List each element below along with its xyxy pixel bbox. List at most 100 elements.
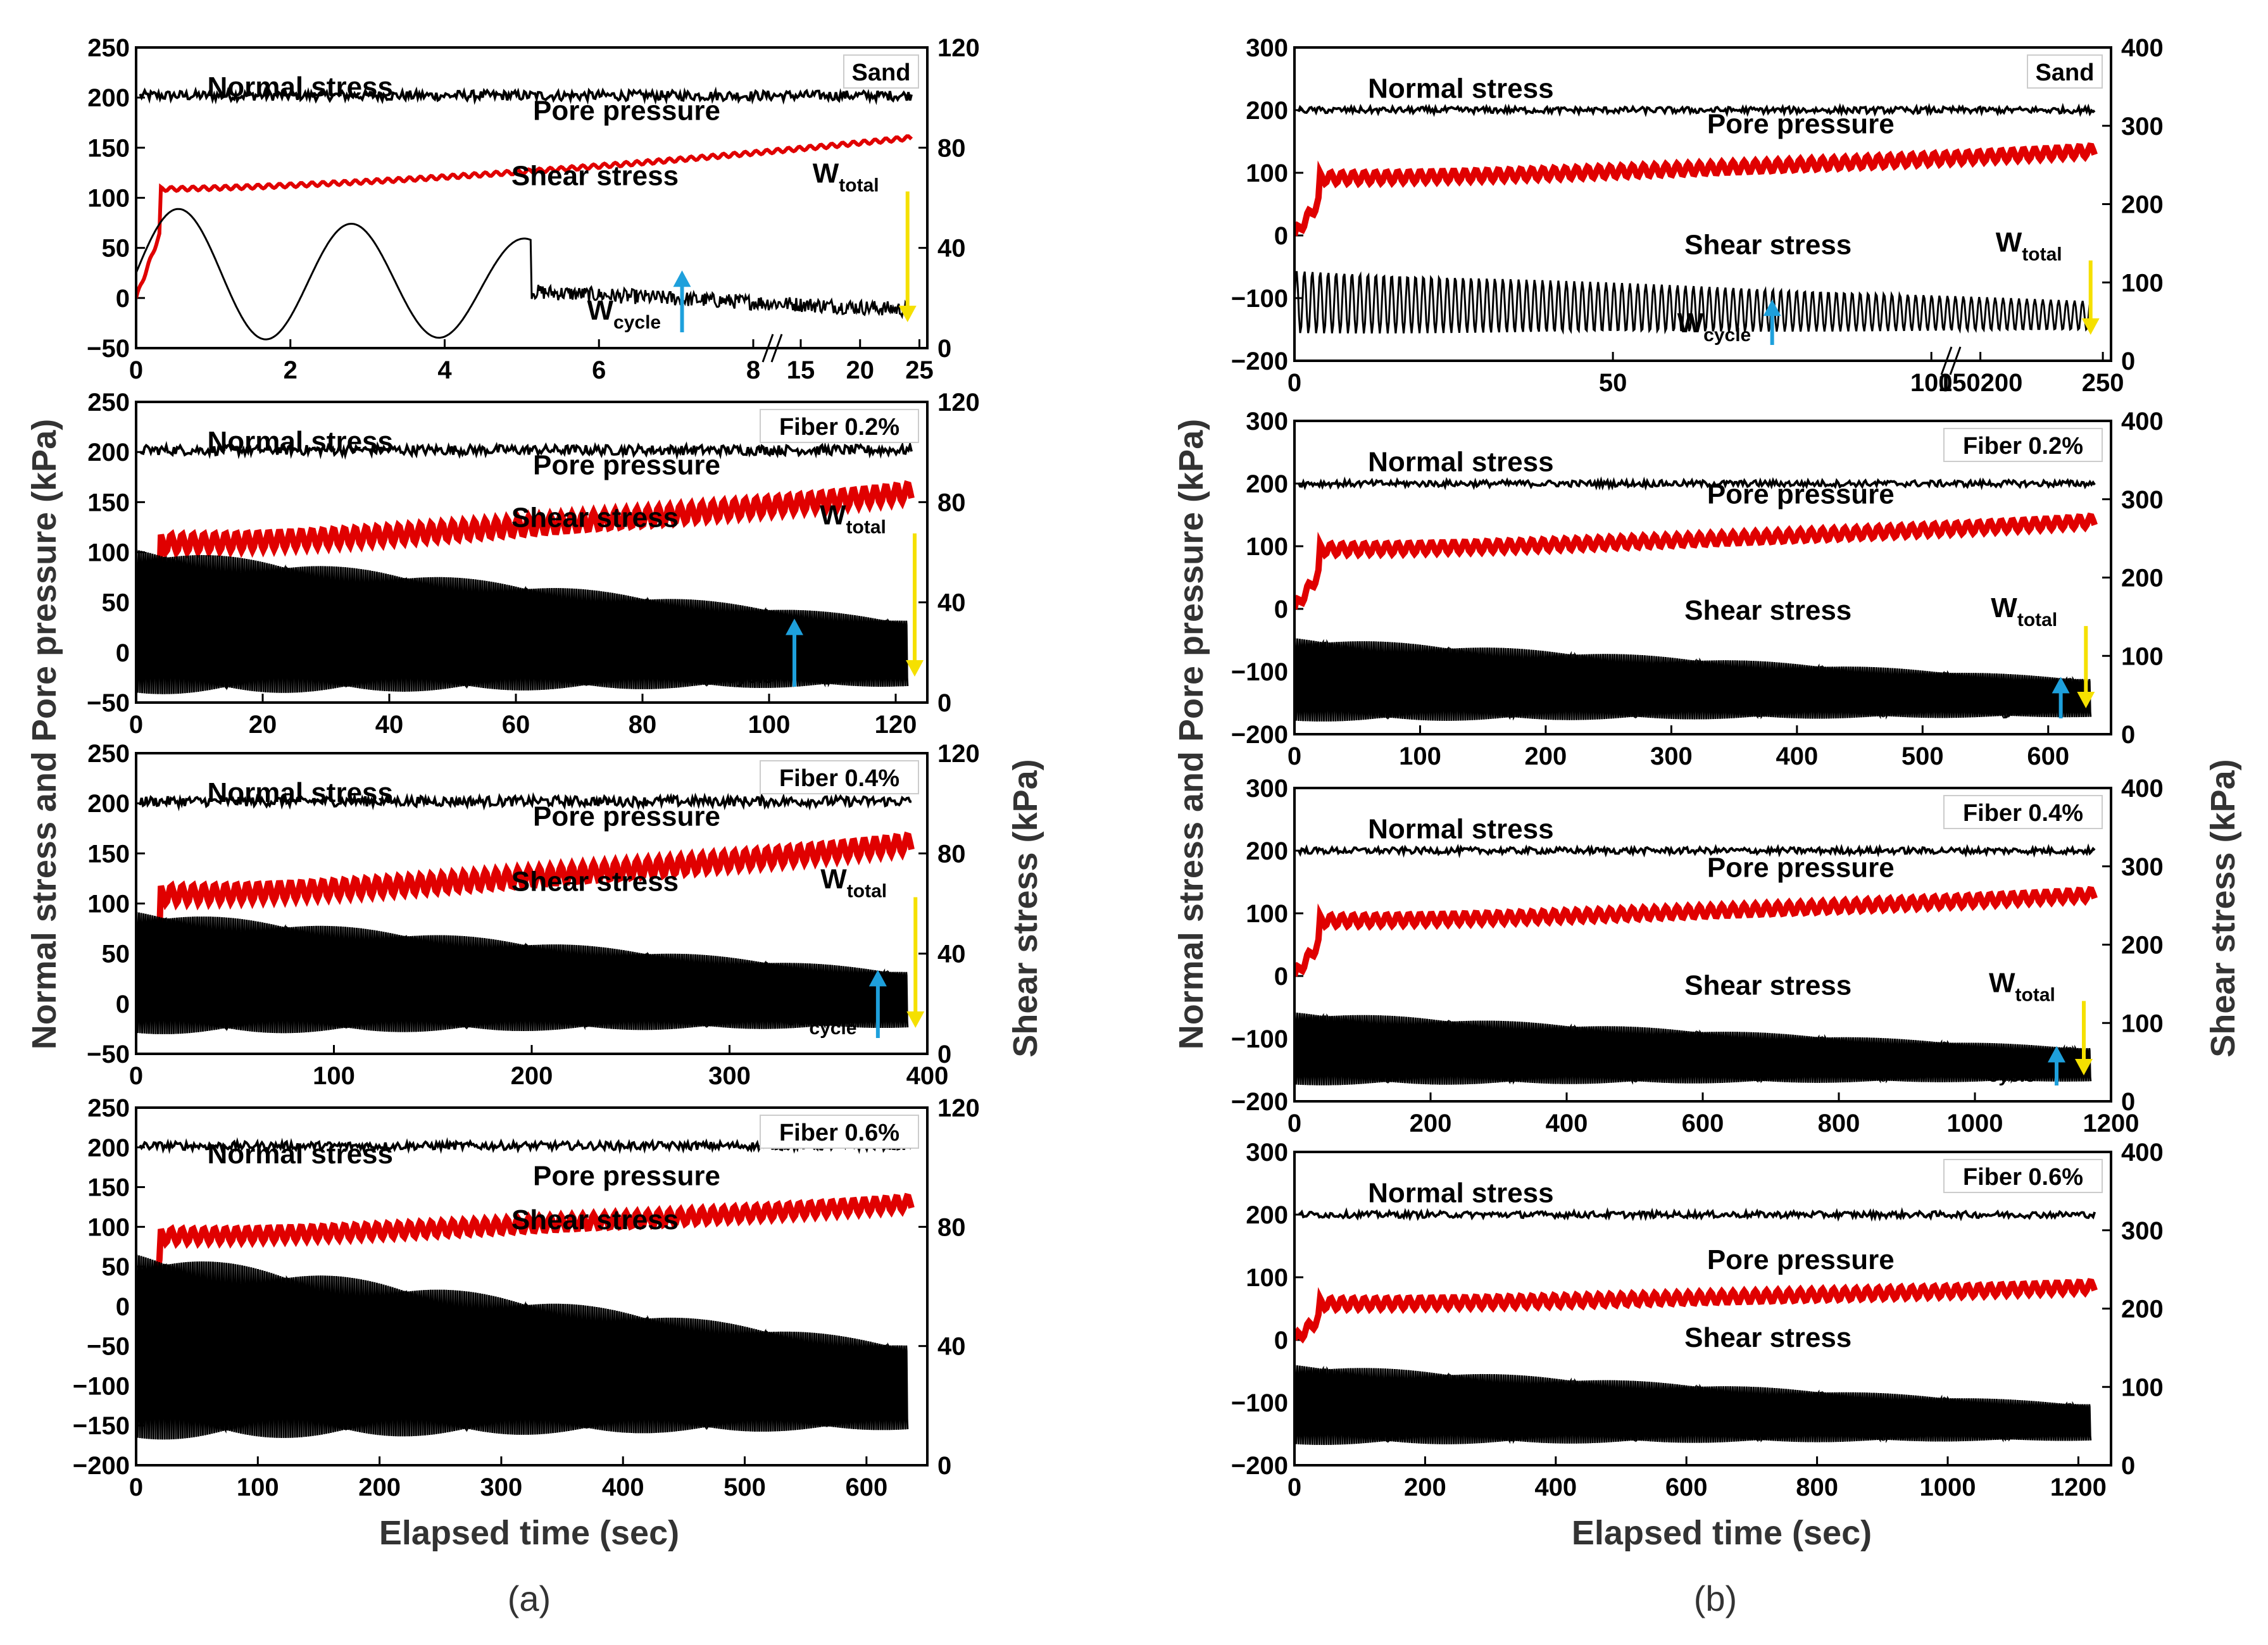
normal-stress-label: Normal stress <box>208 777 393 808</box>
x-tick-label: 800 <box>1796 1473 1838 1501</box>
specimen-box <box>2027 54 2103 89</box>
pore-pressure-series <box>137 1192 915 1307</box>
x-tick-label: 100 <box>1910 369 1953 397</box>
w-total-label: Wtotal <box>813 158 879 196</box>
pore-pressure-series <box>137 134 913 299</box>
left-tick-label: 200 <box>87 84 130 112</box>
left-tick-label: 100 <box>87 539 130 567</box>
left-tick-label: 100 <box>87 1213 130 1241</box>
left-tick-label: 100 <box>1246 900 1288 928</box>
w-total-arrowhead <box>2077 692 2095 708</box>
plot-area <box>137 440 915 694</box>
left-tick-label: 50 <box>102 589 130 617</box>
left-tick-label: 250 <box>87 34 130 62</box>
w-letter: W <box>1677 308 1704 339</box>
w-cycle-sub: cycle <box>613 312 661 333</box>
shear-stress-label: Shear stress <box>511 866 679 898</box>
specimen-label: Fiber 0.4% <box>1963 800 2083 827</box>
x-tick-label: 300 <box>708 1062 751 1090</box>
w-cycle-sub: cycle <box>809 1018 856 1039</box>
x-tick-label: 300 <box>1650 742 1693 770</box>
w-cycle-arrowhead <box>673 270 691 287</box>
left-axis-title-b: Normal stress and Pore pressure (kPa) <box>1172 419 1210 1049</box>
right-tick-label: 80 <box>937 134 966 162</box>
w-total-arrowhead <box>2081 318 2100 335</box>
x-axis-title-b: Elapsed time (sec) <box>1572 1514 1872 1552</box>
w-total-arrowhead <box>2075 1059 2093 1075</box>
left-tick-label: 150 <box>87 840 130 868</box>
left-tick-label: 250 <box>87 1094 130 1122</box>
x-tick-label: 20 <box>846 356 875 384</box>
specimen-label: Fiber 0.2% <box>779 414 899 441</box>
right-tick-label: 200 <box>2121 565 2164 592</box>
right-tick-label: 80 <box>937 489 966 516</box>
left-tick-label: −200 <box>73 1452 130 1480</box>
specimen-label: Fiber 0.2% <box>1963 433 2083 460</box>
left-tick-label: 150 <box>87 489 130 516</box>
plot-area <box>137 791 915 1034</box>
w-letter: W <box>820 864 847 895</box>
x-tick-label: 25 <box>905 356 934 384</box>
left-tick-label: 0 <box>116 1293 130 1321</box>
left-tick-label: 0 <box>1274 1327 1288 1354</box>
right-tick-label: 100 <box>2121 269 2164 297</box>
x-tick-label: 20 <box>249 711 277 739</box>
shear-stress-label: Shear stress <box>511 503 679 534</box>
plot-area <box>137 1137 915 1440</box>
right-tick-label: 0 <box>937 1041 951 1068</box>
w-total-sub: total <box>2017 610 2057 630</box>
left-tick-label: −100 <box>1231 1025 1288 1053</box>
left-tick-label: −150 <box>73 1412 130 1440</box>
right-tick-label: 400 <box>2121 1139 2164 1167</box>
left-tick-label: 300 <box>1246 1139 1288 1167</box>
shear-stress-label: Shear stress <box>1684 595 1851 626</box>
right-tick-label: 200 <box>2121 1296 2164 1323</box>
x-tick-label: 200 <box>511 1062 553 1090</box>
w-total-sub: total <box>2015 985 2055 1006</box>
w-cycle-arrowhead <box>786 618 803 635</box>
left-tick-label: 200 <box>87 790 130 818</box>
normal-stress-series <box>1297 476 2096 491</box>
right-axis-title-b: Shear stress (kPa) <box>2204 759 2242 1057</box>
normal-stress-series <box>1298 1207 2096 1222</box>
w-cycle-label: Wcycle <box>699 649 774 687</box>
specimen-box <box>1943 795 2103 829</box>
shear-stress-label: Shear stress <box>1684 970 1851 1001</box>
left-tick-label: 250 <box>87 389 130 416</box>
w-letter: W <box>587 295 614 326</box>
pore-pressure-label: Pore pressure <box>533 96 720 127</box>
pore-pressure-label: Pore pressure <box>1707 852 1895 883</box>
x-tick-label: 600 <box>845 1473 887 1501</box>
right-tick-label: 0 <box>937 689 951 717</box>
x-tick-label: 400 <box>1776 742 1818 770</box>
normal-stress-label: Normal stress <box>1368 813 1553 844</box>
shear-stress-series <box>1296 271 2092 335</box>
left-tick-label: −50 <box>87 1333 130 1361</box>
shear-stress-series <box>137 549 909 694</box>
right-axis-title-a: Shear stress (kPa) <box>1006 759 1044 1057</box>
left-tick-label: 0 <box>116 639 130 667</box>
right-tick-label: 0 <box>2121 1088 2135 1116</box>
x-tick-label: 8 <box>746 356 760 384</box>
x-tick-label: 400 <box>602 1473 644 1501</box>
plot-area <box>1296 843 2098 1085</box>
w-total-arrowhead <box>906 660 924 677</box>
caption-b: (b) <box>1694 1579 1737 1618</box>
right-tick-label: 0 <box>937 1452 951 1480</box>
right-tick-label: 200 <box>2121 191 2164 219</box>
specimen-box <box>760 760 919 794</box>
specimen-label: Fiber 0.4% <box>779 765 899 792</box>
x-tick-label: 400 <box>1534 1473 1577 1501</box>
w-total-label: Wtotal <box>820 864 887 902</box>
w-letter: W <box>1991 592 2017 623</box>
plot-frame <box>135 1106 929 1467</box>
right-tick-label: 0 <box>937 335 951 363</box>
normal-stress-series <box>1297 843 2096 859</box>
panel-b-2: 300 200 100 0 −100 −200 400 300 200 100 0 0 100 200 30… <box>1231 408 2164 770</box>
right-tick-label: 100 <box>2121 1373 2164 1401</box>
plot-area <box>1296 1207 2098 1445</box>
w-cycle-arrowhead <box>2048 1046 2065 1063</box>
